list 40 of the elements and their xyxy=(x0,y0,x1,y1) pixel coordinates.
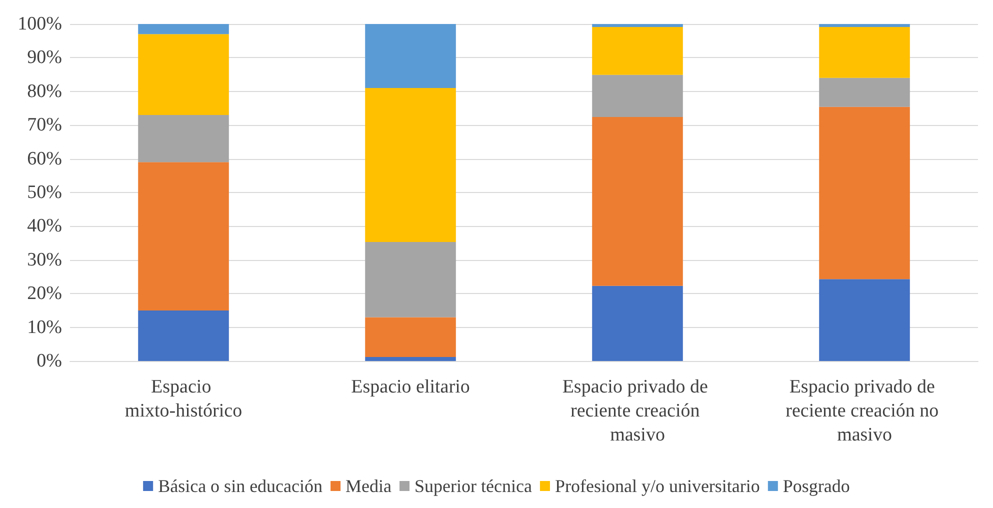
bar xyxy=(138,114,229,162)
bar xyxy=(365,242,456,318)
bar xyxy=(819,279,910,361)
legend-label: Posgrado xyxy=(782,476,850,496)
y-tick-label: 40% xyxy=(27,216,62,237)
legend-label: Superior técnica xyxy=(414,476,532,496)
y-tick-label: 60% xyxy=(27,148,62,170)
bar xyxy=(819,24,910,28)
y-tick-label: 100% xyxy=(18,14,62,34)
legend-label: Básica o sin educación xyxy=(158,476,323,496)
legend-label: Profesional y/o universitario xyxy=(554,476,760,496)
y-tick-label: 30% xyxy=(27,249,62,270)
y-tick-label: 10% xyxy=(27,316,62,338)
y-tick-label: 0% xyxy=(36,350,62,372)
bar xyxy=(592,27,683,75)
bar xyxy=(365,317,456,357)
bar xyxy=(138,34,229,115)
bar xyxy=(592,74,683,118)
y-tick-label: 50% xyxy=(27,182,62,203)
legend-label: Media xyxy=(346,476,392,496)
y-tick-label: 80% xyxy=(27,80,62,102)
bar xyxy=(819,106,910,280)
x-tick-label: Espacio privado de reciente creación masivo xyxy=(562,376,713,446)
bar xyxy=(138,162,229,310)
bar xyxy=(819,78,910,107)
bar xyxy=(592,117,683,286)
bar xyxy=(819,27,910,78)
y-tick-label: 90% xyxy=(27,47,62,68)
bar xyxy=(365,24,456,88)
x-tick-label: Espacio privado de reciente creación no masivo xyxy=(786,376,944,446)
bar xyxy=(592,24,683,28)
bar xyxy=(138,310,229,361)
y-tick-label: 20% xyxy=(27,283,62,304)
x-tick-label: Espacio mixto-histórico xyxy=(124,376,242,422)
bar xyxy=(592,286,683,361)
x-tick-label: Espacio elitario xyxy=(351,376,470,398)
bar xyxy=(365,356,456,361)
bar xyxy=(365,88,456,242)
bar xyxy=(138,24,229,34)
y-tick-label: 70% xyxy=(27,114,62,136)
